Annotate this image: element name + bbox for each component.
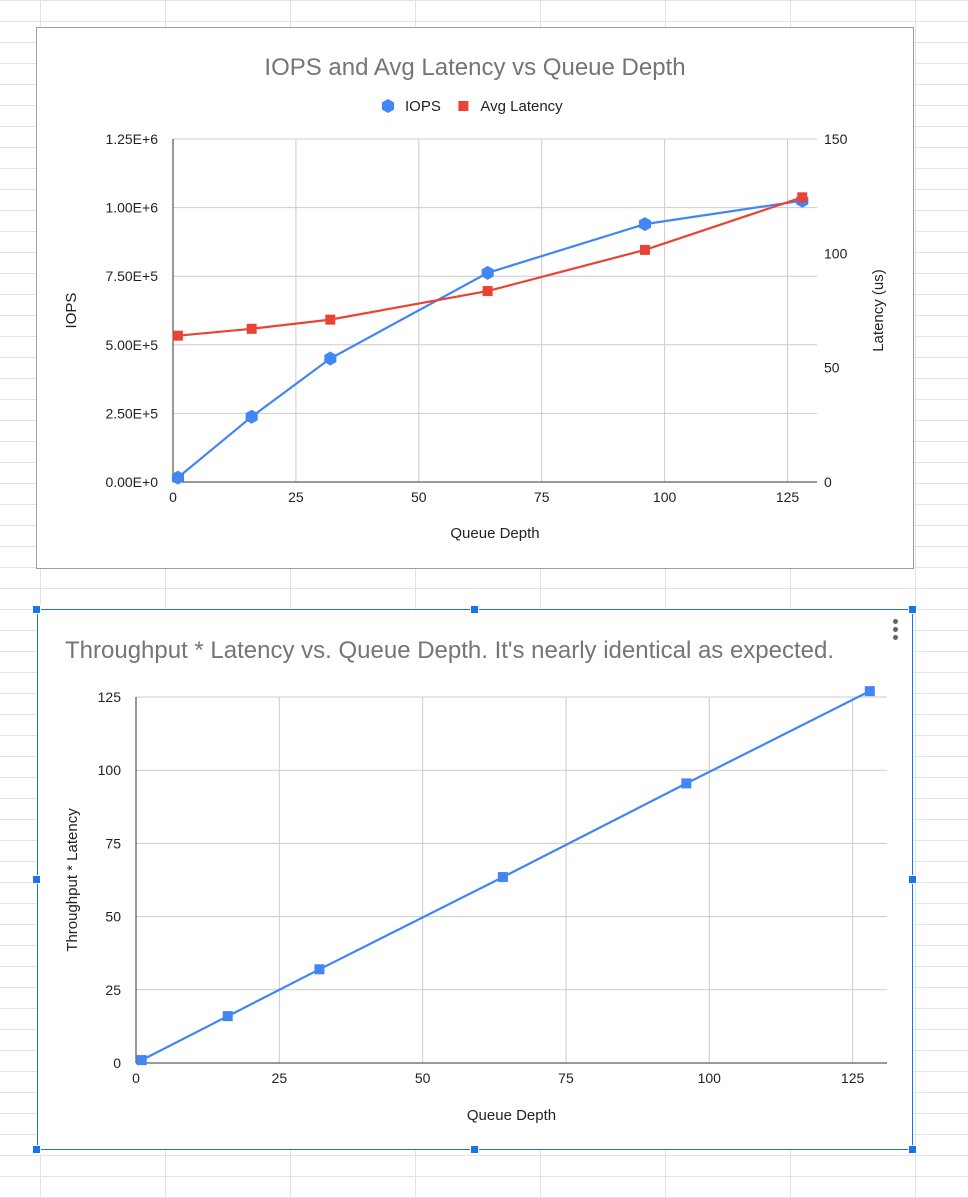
- chart-throughput-latency-svg: Throughput * Latency vs. Queue Depth. It…: [64, 637, 887, 1124]
- resize-handle-top-left[interactable]: [32, 605, 41, 614]
- data-point: [482, 286, 493, 297]
- x-tick-label: 25: [272, 1070, 288, 1086]
- x-tick-label: 0: [169, 489, 177, 505]
- legend-label: IOPS: [405, 98, 441, 115]
- data-point: [497, 872, 508, 883]
- y-tick-label: 0: [113, 1055, 121, 1071]
- y-tick-label: 25: [105, 982, 121, 998]
- legend-label: Avg Latency: [480, 98, 563, 115]
- y-tick-label: 5.00E+5: [105, 337, 158, 353]
- y-tick-label: 1.00E+6: [105, 200, 158, 216]
- resize-handle-top-right[interactable]: [908, 605, 917, 614]
- x-axis-title: Queue Depth: [450, 525, 539, 542]
- y-axis-title: Throughput * Latency: [64, 808, 81, 952]
- data-point: [864, 686, 875, 697]
- legend-marker: [458, 101, 469, 111]
- x-tick-label: 125: [841, 1070, 865, 1086]
- y-tick-label: 75: [105, 835, 121, 851]
- x-tick-label: 50: [415, 1070, 431, 1086]
- series-line-avg-latency: [177, 196, 803, 337]
- data-point: [171, 470, 184, 485]
- data-point: [325, 314, 336, 325]
- x-tick-label: 50: [411, 489, 427, 505]
- y-tick-label: 7.50E+5: [105, 268, 158, 284]
- x-tick-label: 100: [698, 1070, 722, 1086]
- y2-tick-label: 100: [824, 245, 848, 261]
- y-tick-label: 100: [98, 762, 122, 778]
- data-point: [797, 192, 808, 203]
- data-point: [681, 778, 692, 789]
- legend-marker: [381, 99, 395, 113]
- y-tick-label: 1.25E+6: [105, 131, 158, 147]
- data-point: [222, 1011, 233, 1022]
- chart-iops-latency-svg: IOPS and Avg Latency vs Queue Depth 0.00E…: [63, 54, 887, 542]
- data-point: [638, 217, 651, 232]
- y-tick-label: 2.50E+5: [105, 405, 158, 421]
- resize-handle-bottom-right[interactable]: [908, 1145, 917, 1154]
- x-tick-label: 75: [558, 1070, 574, 1086]
- data-point: [245, 409, 258, 424]
- resize-handle-right[interactable]: [908, 875, 917, 884]
- resize-handle-left[interactable]: [32, 875, 41, 884]
- data-point: [136, 1055, 147, 1066]
- data-point: [314, 964, 325, 975]
- data-point: [639, 244, 650, 255]
- chart-iops-latency[interactable]: IOPS and Avg Latency vs Queue Depth 0.00E…: [36, 27, 914, 569]
- data-point: [172, 330, 183, 341]
- series-line-iops: [177, 199, 803, 479]
- resize-handle-top[interactable]: [470, 605, 479, 614]
- x-tick-label: 125: [776, 489, 800, 505]
- y-tick-label: 125: [98, 689, 122, 705]
- chart-title: Throughput * Latency vs. Queue Depth. It…: [65, 637, 834, 664]
- chart-throughput-latency[interactable]: Throughput * Latency vs. Queue Depth. It…: [37, 609, 913, 1150]
- x-tick-label: 100: [653, 489, 677, 505]
- y2-axis-title: Latency (us): [870, 269, 887, 352]
- y2-tick-label: 50: [824, 360, 840, 376]
- x-tick-label: 0: [132, 1070, 140, 1086]
- y-tick-label: 0.00E+0: [105, 474, 158, 490]
- y2-tick-label: 0: [824, 474, 832, 490]
- data-point: [246, 323, 257, 334]
- chart-menu-icon[interactable]: [891, 619, 901, 643]
- x-axis-title: Queue Depth: [467, 1107, 556, 1124]
- series-line-0: [141, 690, 871, 1062]
- y2-tick-label: 150: [824, 131, 848, 147]
- resize-handle-bottom-left[interactable]: [32, 1145, 41, 1154]
- y-tick-label: 50: [105, 909, 121, 925]
- chart-title: IOPS and Avg Latency vs Queue Depth: [264, 54, 685, 81]
- data-point: [481, 265, 494, 280]
- x-tick-label: 75: [534, 489, 550, 505]
- data-point: [324, 351, 337, 366]
- resize-handle-bottom[interactable]: [470, 1145, 479, 1154]
- y-axis-title: IOPS: [63, 293, 80, 329]
- x-tick-label: 25: [288, 489, 304, 505]
